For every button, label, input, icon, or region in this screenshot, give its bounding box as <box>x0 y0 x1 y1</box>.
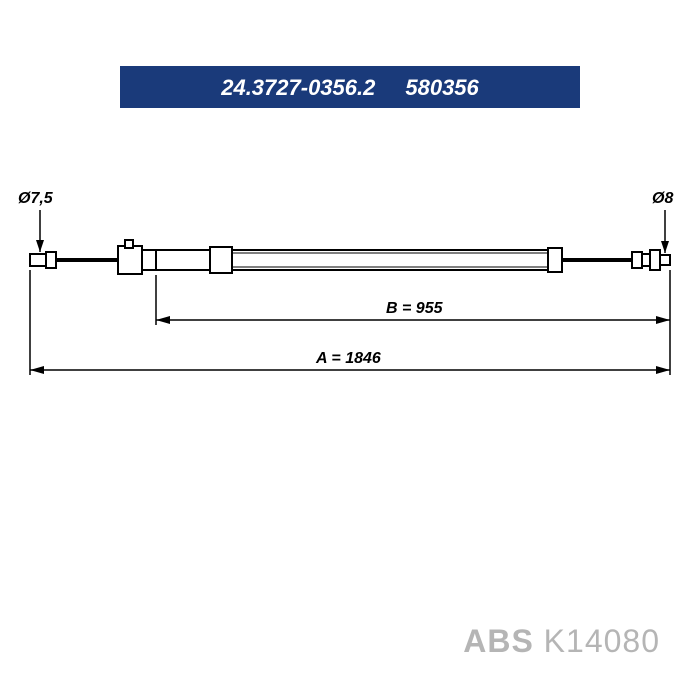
right-diameter-label: Ø8 <box>652 190 673 208</box>
dim-b-arrow-l <box>156 316 170 324</box>
header-bar: 24.3727-0356.2 580356 <box>120 68 580 108</box>
left-dia-arrow <box>36 240 44 252</box>
dim-b-arrow-r <box>656 316 670 324</box>
right-tip <box>660 255 670 265</box>
dimension-a-label: A = 1846 <box>310 350 387 368</box>
part-number-1: 24.3727-0356.2 <box>221 75 375 101</box>
right-dia-arrow <box>661 241 669 253</box>
dim-a-arrow-l <box>30 366 44 374</box>
left-nut <box>46 252 56 268</box>
dimension-b-label: B = 955 <box>380 300 448 318</box>
left-fitting-top <box>125 240 133 248</box>
watermark-code: K14080 <box>544 623 660 659</box>
sleeve-right-collar <box>548 248 562 272</box>
right-nut-1 <box>632 252 642 268</box>
watermark: ABS K14080 <box>463 623 660 660</box>
left-tip <box>30 254 46 266</box>
left-fitting-block <box>118 246 142 274</box>
left-fitting-collar <box>142 250 156 270</box>
sleeve-left-collar <box>210 247 232 273</box>
right-nut-2 <box>642 254 650 266</box>
watermark-brand: ABS <box>463 623 534 659</box>
left-diameter-label: Ø7,5 <box>18 190 53 208</box>
dim-a-arrow-r <box>656 366 670 374</box>
diagram-container: 24.3727-0356.2 580356 Ø7,5 Ø8 B = 955 A … <box>0 0 700 700</box>
right-end-block <box>650 250 660 270</box>
part-number-2: 580356 <box>405 75 478 101</box>
